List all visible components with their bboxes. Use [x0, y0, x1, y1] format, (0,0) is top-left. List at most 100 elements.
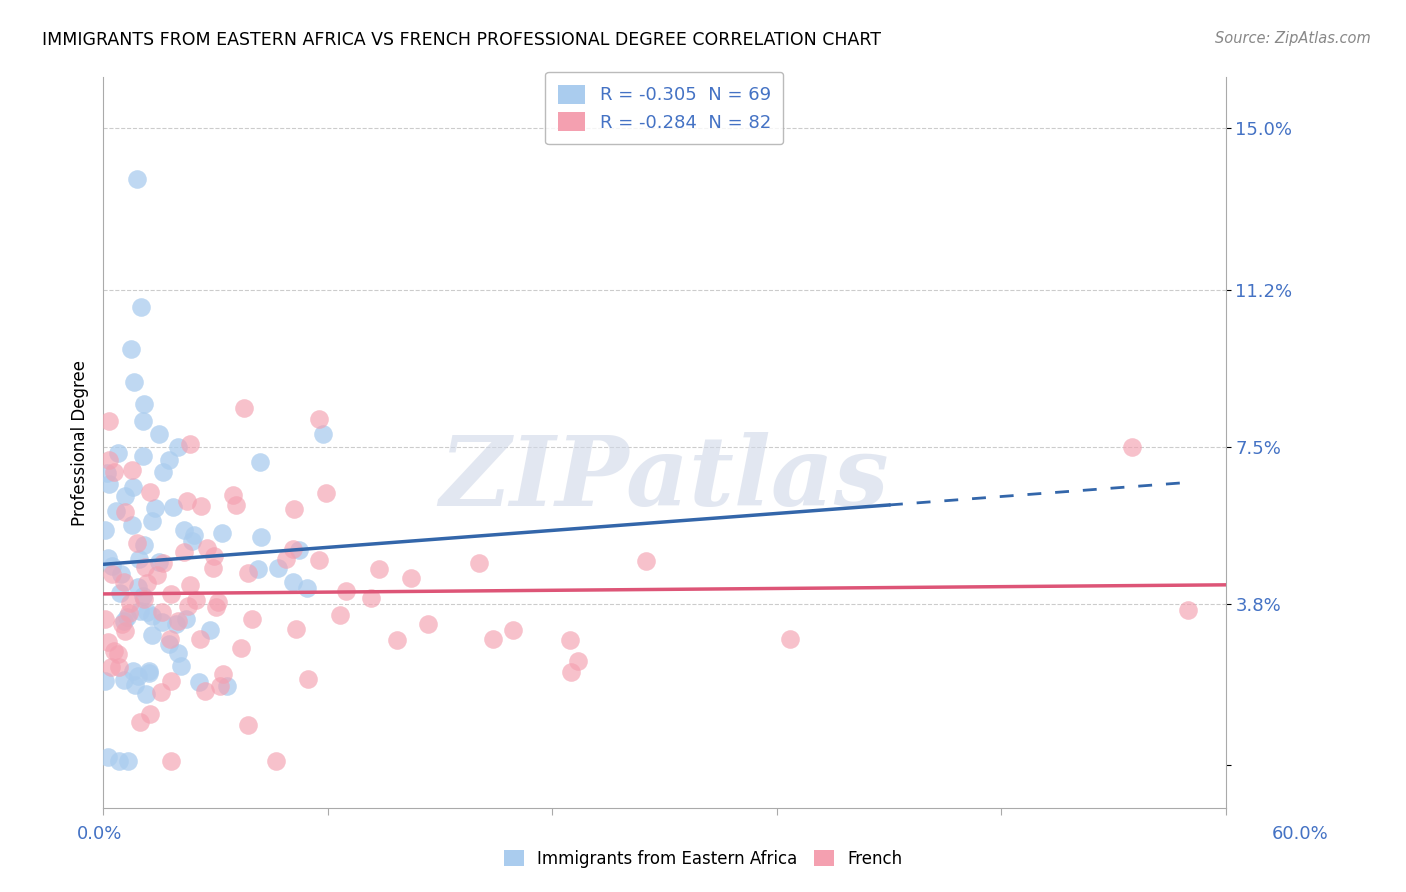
Text: ZIPatlas: ZIPatlas [440, 432, 889, 526]
Point [215, 679, 238, 693]
Point [567, 654, 589, 668]
Point [184, 593, 207, 607]
Point [97, 635, 120, 649]
Point [335, 583, 357, 598]
Point [134, 560, 156, 574]
Point [134, 397, 156, 411]
Point [221, 488, 243, 502]
Y-axis label: Professional Degree: Professional Degree [72, 359, 89, 525]
Point [157, 636, 180, 650]
Point [135, 687, 157, 701]
Point [138, 485, 160, 500]
Point [101, 559, 124, 574]
Point [94, 612, 117, 626]
Point [96, 466, 118, 480]
Point [177, 599, 200, 613]
Point [105, 504, 128, 518]
Point [288, 542, 311, 557]
Point [179, 578, 201, 592]
Point [138, 706, 160, 721]
Point [107, 446, 129, 460]
Point [97, 414, 120, 428]
Point [128, 604, 150, 618]
Point [141, 628, 163, 642]
Point [117, 609, 139, 624]
Point [110, 567, 132, 582]
Point [112, 574, 135, 589]
Point [160, 754, 183, 768]
Point [127, 535, 149, 549]
Point [97, 551, 120, 566]
Point [225, 498, 247, 512]
Point [136, 576, 159, 591]
Point [160, 586, 183, 600]
Point [110, 585, 132, 599]
Point [315, 486, 337, 500]
Point [634, 554, 657, 568]
Point [138, 664, 160, 678]
Point [560, 633, 582, 648]
Point [274, 552, 297, 566]
Point [132, 590, 155, 604]
Point [167, 614, 190, 628]
Point [180, 534, 202, 549]
Point [240, 612, 263, 626]
Point [229, 641, 252, 656]
Point [100, 659, 122, 673]
Point [297, 672, 319, 686]
Point [157, 452, 180, 467]
Point [121, 463, 143, 477]
Point [103, 465, 125, 479]
Point [236, 718, 259, 732]
Point [170, 658, 193, 673]
Point [264, 754, 287, 768]
Point [249, 455, 271, 469]
Point [311, 427, 333, 442]
Point [150, 615, 173, 629]
Point [159, 632, 181, 646]
Text: Source: ZipAtlas.com: Source: ZipAtlas.com [1215, 31, 1371, 46]
Point [122, 480, 145, 494]
Point [198, 623, 221, 637]
Point [132, 592, 155, 607]
Point [236, 566, 259, 581]
Point [468, 556, 491, 570]
Point [94, 673, 117, 688]
Point [150, 605, 173, 619]
Point [143, 501, 166, 516]
Point [114, 624, 136, 639]
Point [212, 667, 235, 681]
Point [166, 646, 188, 660]
Point [360, 591, 382, 606]
Point [162, 500, 184, 514]
Point [167, 440, 190, 454]
Point [127, 580, 149, 594]
Point [124, 678, 146, 692]
Point [121, 518, 143, 533]
Point [329, 607, 352, 622]
Point [560, 665, 582, 679]
Point [112, 614, 135, 628]
Point [1177, 603, 1199, 617]
Point [146, 568, 169, 582]
Point [233, 401, 256, 416]
Point [127, 669, 149, 683]
Point [122, 664, 145, 678]
Point [482, 632, 505, 647]
Point [385, 632, 408, 647]
Point [148, 555, 170, 569]
Point [160, 673, 183, 688]
Point [120, 342, 142, 356]
Point [502, 623, 524, 637]
Point [98, 477, 121, 491]
Point [308, 552, 330, 566]
Point [416, 617, 439, 632]
Point [211, 525, 233, 540]
Point [141, 608, 163, 623]
Point [134, 538, 156, 552]
Point [1121, 440, 1143, 454]
Point [176, 612, 198, 626]
Point [114, 505, 136, 519]
Point [138, 666, 160, 681]
Point [207, 594, 229, 608]
